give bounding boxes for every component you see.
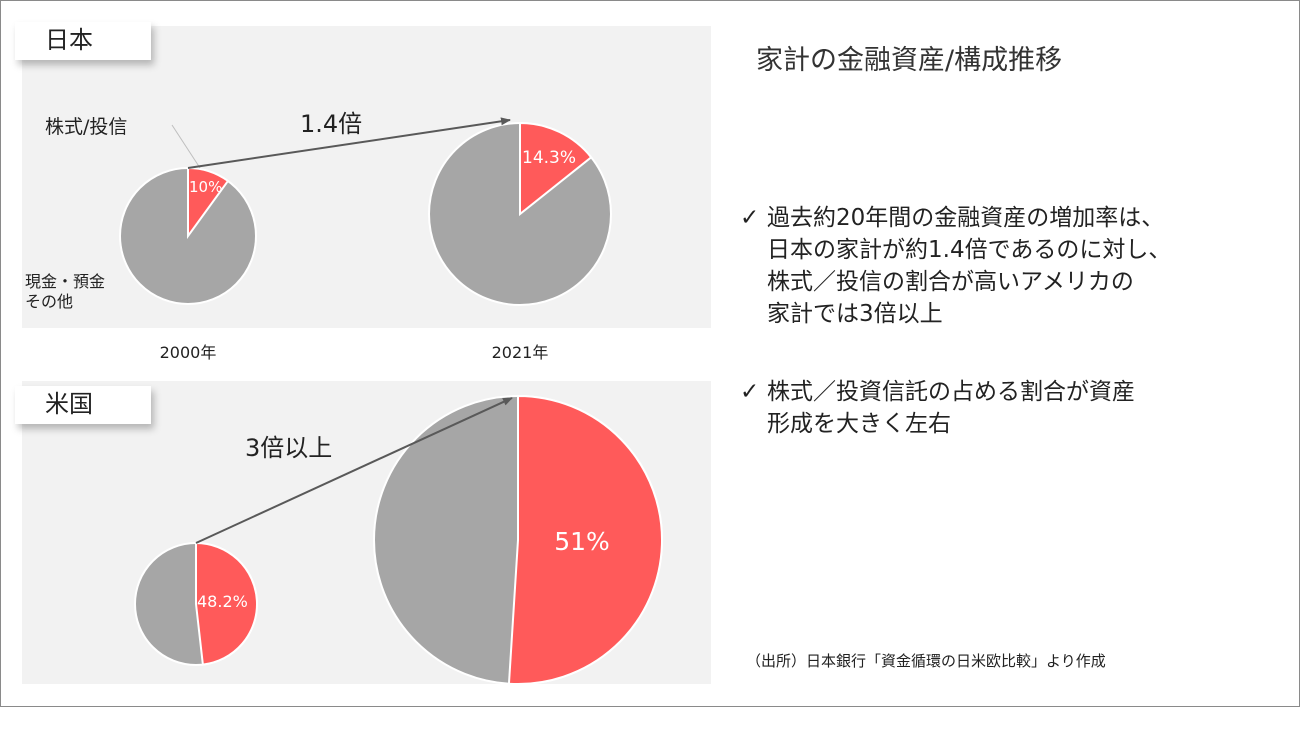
checkmark-icon: ✓ (740, 205, 760, 231)
us-growth-arrow (195, 397, 513, 544)
japan-growth-label: 1.4倍 (300, 110, 362, 138)
checkmark-icon: ✓ (740, 379, 760, 405)
us-growth-label: 3倍以上 (245, 434, 332, 462)
stocks-category-label: 株式/投信 (45, 116, 127, 138)
japan-tag: 日本 (15, 22, 151, 60)
japan-pie-1-year-label: 2000年 (160, 343, 217, 362)
us-pie-2-data-label: 51% (554, 527, 610, 556)
bullet-1-line-3: 株式／投信の割合が高いアメリカの (767, 269, 1134, 295)
japan-pie-1-data-label: 10% (189, 178, 222, 196)
japan-growth-arrow (187, 117, 511, 169)
source-note: （出所）日本銀行「資金循環の日米欧比較」より作成 (746, 652, 1106, 670)
bullet-1-line-2: 日本の家計が約1.4倍であるのに対し、 (767, 237, 1172, 263)
japan-pie-2-data-label: 14.3% (522, 148, 576, 168)
us-pie-1-stocks-slice (195, 541, 258, 666)
us-tag-label: 米国 (45, 390, 93, 418)
bullet-1-line-1: 過去約20年間の金融資産の増加率は、 (767, 205, 1165, 231)
bullet-1-line-4: 家計では3倍以上 (767, 301, 943, 327)
japan-pie-2-year-label: 2021年 (492, 343, 549, 362)
bullet-2-line-2: 形成を大きく左右 (767, 411, 951, 437)
us-pie-2-stocks-slice (507, 394, 663, 685)
slide-title: 家計の金融資産/構成推移 (756, 45, 1063, 76)
us-tag: 米国 (15, 386, 151, 424)
cash-category-label-line-2: その他 (25, 292, 73, 311)
japan-pie-2-stocks-slice (519, 121, 593, 217)
us-pie-1-data-label: 48.2% (197, 592, 248, 611)
stocks-leader-line (171, 124, 201, 169)
bullet-2-line-1: 株式／投資信託の占める割合が資産 (767, 379, 1135, 405)
cash-category-label-line-1: 現金・預金 (25, 272, 105, 291)
japan-tag-label: 日本 (45, 26, 93, 54)
